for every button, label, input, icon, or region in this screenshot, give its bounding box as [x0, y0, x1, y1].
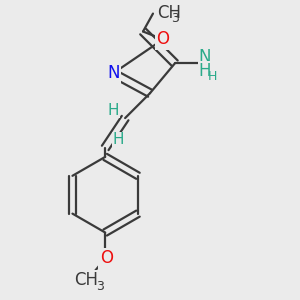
Text: 3: 3	[96, 280, 104, 293]
Text: O: O	[156, 30, 170, 48]
Text: N: N	[107, 64, 119, 82]
Text: H: H	[199, 62, 211, 80]
Text: H: H	[112, 133, 124, 148]
Text: O: O	[100, 249, 113, 267]
Text: H: H	[107, 103, 119, 118]
Text: 3: 3	[171, 12, 179, 25]
Text: CH: CH	[74, 271, 98, 289]
Text: H: H	[208, 70, 218, 83]
Text: N: N	[199, 48, 211, 66]
Text: CH: CH	[157, 4, 181, 22]
